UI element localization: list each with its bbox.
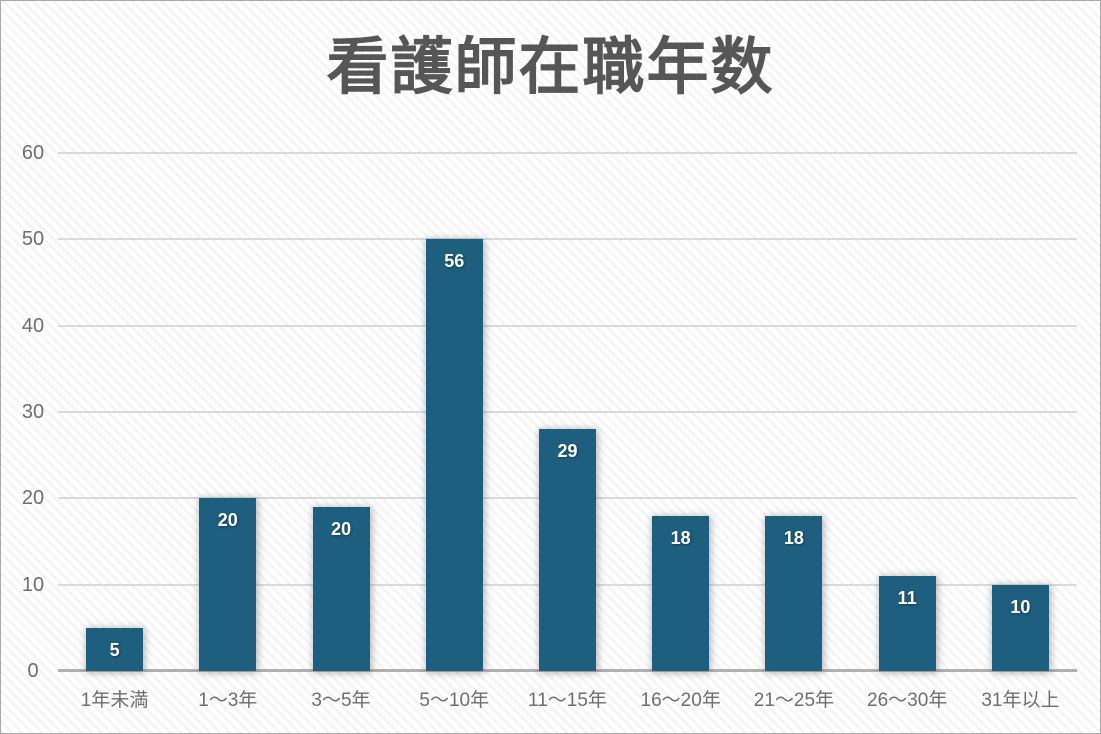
y-axis-tick-label: 50: [21, 228, 45, 251]
bar-value-label: 11: [897, 588, 917, 608]
bar-value-label: 18: [783, 528, 804, 548]
bar-value-label: 20: [217, 510, 238, 530]
bar: 18: [765, 516, 823, 671]
chart-title: 看護師在職年数: [326, 33, 775, 102]
y-axis-tick-label: 40: [21, 314, 45, 337]
bar: 56: [425, 239, 483, 671]
bar: 10: [991, 585, 1049, 671]
x-axis-category-label: 11〜15年: [528, 690, 607, 711]
gridline: [58, 324, 1077, 327]
plot-area: 5 20 20 56 29 18 18 11 10: [58, 152, 1077, 672]
bar-value-label: 56: [444, 251, 465, 271]
bar-value-label: 5: [109, 640, 120, 660]
y-axis-tick-label: 10: [21, 573, 45, 596]
gridline: [58, 411, 1077, 413]
y-axis-tick-label: 60: [21, 142, 45, 164]
bar: 18: [652, 516, 710, 671]
x-axis-category-label: 21〜25年: [753, 690, 835, 711]
bar: 5: [86, 628, 144, 671]
bar-value-label: 29: [557, 441, 578, 461]
bar: 29: [539, 429, 596, 671]
y-axis-tick-label: 30: [21, 401, 45, 423]
y-axis-tick-label: 20: [21, 487, 45, 510]
bar-value-label: 18: [670, 528, 691, 548]
bar: 11: [878, 576, 936, 671]
y-axis-tick-label: 0: [27, 660, 39, 682]
x-axis-category-label: 1〜3年: [198, 690, 258, 711]
bar-value-label: 20: [331, 519, 352, 539]
gridline: [58, 238, 1077, 241]
gridline: [58, 152, 1077, 154]
bar-value-label: 10: [1010, 597, 1031, 617]
bar: 20: [312, 507, 370, 671]
x-axis-category-label: 3〜5年: [311, 690, 371, 711]
x-axis-category-label: 1年未満: [80, 690, 149, 711]
x-axis-category-label: 16〜20年: [640, 690, 721, 711]
x-axis-category-label: 31年以上: [981, 690, 1060, 711]
x-axis-category-label: 26〜30年: [867, 690, 948, 711]
bar: 20: [199, 498, 257, 671]
x-axis-category-label: 5〜10年: [419, 690, 490, 711]
